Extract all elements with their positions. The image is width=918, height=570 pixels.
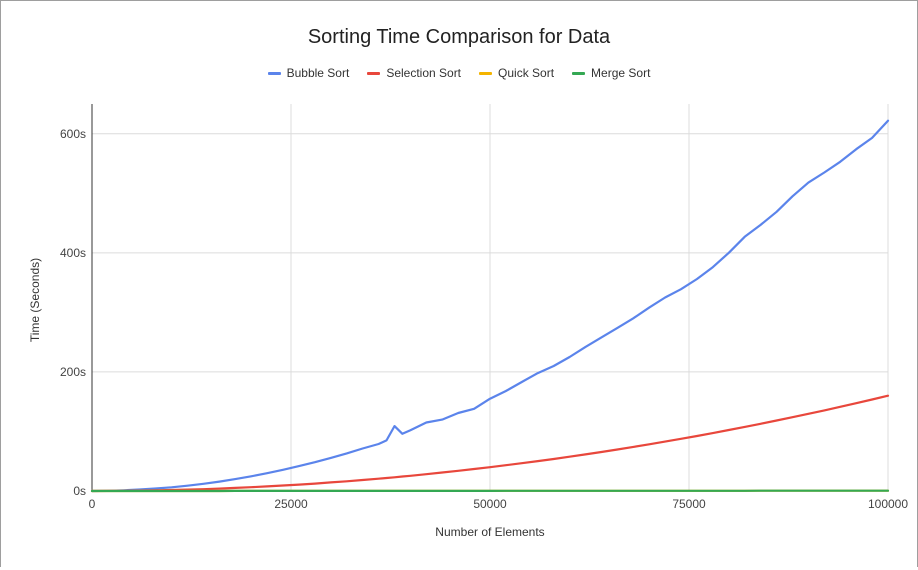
grid-layer — [92, 104, 889, 491]
legend-item-quick-sort[interactable]: Quick Sort — [479, 66, 554, 80]
legend-label-merge-sort: Merge Sort — [591, 66, 651, 80]
legend-swatch-selection-sort — [367, 71, 381, 75]
tick-label-layer: 0s 200s 400s 600s 0 25000 50000 75000 100000 — [60, 127, 908, 511]
legend-label-selection-sort: Selection Sort — [386, 66, 462, 80]
chart-title: Sorting Time Comparison for Data — [307, 26, 611, 48]
x-tick-label: 0 — [89, 497, 96, 511]
y-axis-label: Time (Seconds) — [28, 257, 42, 343]
y-tick-label: 200s — [60, 365, 86, 379]
legend-item-merge-sort[interactable]: Merge Sort — [572, 66, 650, 80]
legend-label-quick-sort: Quick Sort — [498, 66, 555, 80]
legend-label-bubble-sort: Bubble Sort — [286, 66, 350, 80]
legend-item-selection-sort[interactable]: Selection Sort — [367, 66, 461, 80]
x-tick-label: 75000 — [672, 497, 706, 511]
series-line-bubble-sort — [90, 119, 890, 493]
chart-legend: Bubble Sort Selection Sort Quick Sort Me… — [0, 66, 918, 80]
legend-item-bubble-sort[interactable]: Bubble Sort — [267, 66, 350, 80]
bottom-edge-strip — [0, 567, 918, 570]
x-tick-label: 50000 — [473, 497, 507, 511]
x-tick-label: 25000 — [274, 497, 308, 511]
y-tick-label: 400s — [60, 246, 86, 260]
legend-swatch-merge-sort — [572, 71, 586, 75]
legend-swatch-quick-sort — [479, 71, 493, 75]
y-tick-label: 0s — [73, 484, 86, 498]
x-tick-label: 100000 — [868, 497, 908, 511]
legend-swatch-bubble-sort — [267, 71, 281, 75]
series-layer — [90, 119, 890, 493]
x-axis-label: Number of Elements — [435, 525, 545, 539]
series-line-selection-sort — [90, 394, 890, 493]
y-tick-label: 600s — [60, 127, 86, 141]
